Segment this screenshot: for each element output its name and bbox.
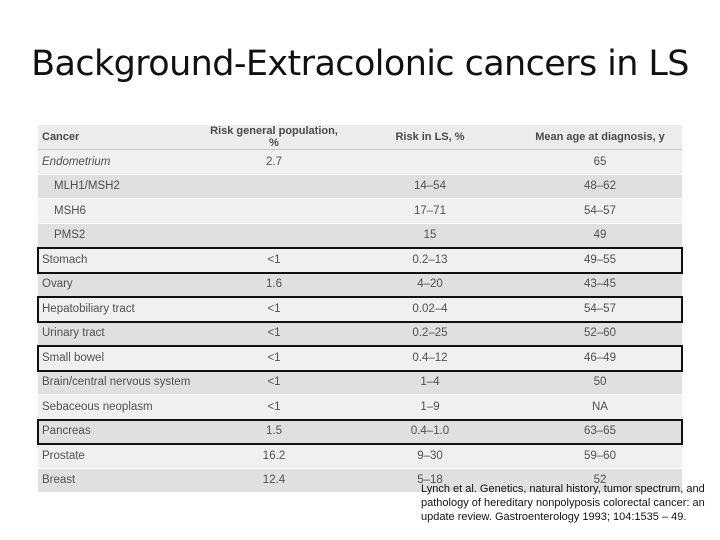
cell-risk-ls: 17–71: [414, 204, 446, 217]
cell-mean-age: 49: [593, 229, 607, 242]
cell-mean-age: 52: [593, 474, 607, 487]
cell-mean-age: 49–55: [584, 253, 616, 266]
table-row: Small bowel <1 0.4–12 46–49: [37, 345, 683, 372]
cell-cancer: Prostate: [42, 449, 85, 462]
table-row: PMS2 15 49: [38, 223, 682, 248]
cell-risk-ls: 1–9: [420, 400, 440, 413]
cell-cancer: MLH1/MSH2: [54, 180, 120, 193]
citation: Lynch et al. Genetics, natural history, …: [421, 483, 705, 523]
cell-risk-general: <1: [267, 253, 281, 266]
table-header: Cancer Risk general population, % Risk i…: [38, 125, 682, 150]
header-risk-general: Risk general population, %: [210, 125, 338, 149]
table-row: Sebaceous neoplasm <1 1–9 NA: [38, 395, 682, 420]
table-row: Breast 12.4 5–18 52: [38, 468, 682, 493]
cell-mean-age: 48–62: [584, 180, 616, 193]
cell-risk-general: 1.5: [266, 425, 282, 438]
cell-mean-age: 54–57: [584, 302, 616, 315]
cell-risk-ls: 0.4–1.0: [410, 425, 450, 438]
cell-mean-age: 43–45: [584, 278, 616, 291]
cell-risk-ls: 15: [423, 229, 437, 242]
cell-cancer: Stomach: [42, 253, 88, 266]
cell-risk-ls: 1–4: [420, 376, 440, 389]
cancer-risk-table: Cancer Risk general population, % Risk i…: [37, 125, 683, 493]
cell-risk-general: <1: [267, 400, 281, 413]
table-row: Ovary 1.6 4–20 43–45: [38, 272, 682, 297]
table-body: Endometrium 2.7 65 MLH1/MSH2 14–54 48–62 MSH6 1…: [37, 150, 683, 493]
cell-mean-age: 54–57: [584, 204, 616, 217]
cell-risk-ls: 14–54: [414, 180, 446, 193]
header-cancer: Cancer: [42, 131, 80, 143]
cell-risk-ls: 0.2–25: [412, 327, 448, 340]
cell-risk-ls: 0.02–4: [412, 302, 448, 315]
cell-cancer: Brain/central nervous system: [42, 376, 191, 389]
cell-risk-ls: 0.2–13: [412, 253, 448, 266]
cell-risk-ls: 5–18: [417, 474, 443, 487]
cell-cancer: Sebaceous neoplasm: [42, 400, 153, 413]
table-row: Brain/central nervous system <1 1–4 50: [38, 370, 682, 395]
table-row: MSH6 17–71 54–57: [38, 199, 682, 224]
cell-risk-general: <1: [267, 376, 281, 389]
header-mean-age: Mean age at diagnosis, y: [535, 131, 665, 143]
table-row: Endometrium 2.7 65: [38, 150, 682, 175]
cell-cancer: Endometrium: [42, 155, 111, 168]
cell-mean-age: NA: [592, 400, 608, 413]
cell-mean-age: 52–60: [584, 327, 616, 340]
table-row: MLH1/MSH2 14–54 48–62: [38, 174, 682, 199]
table-row: Urinary tract <1 0.2–25 52–60: [38, 321, 682, 346]
cell-risk-ls: 0.4–12: [412, 351, 448, 364]
cell-mean-age: 63–65: [584, 425, 616, 438]
table-row: Prostate 16.2 9–30 59–60: [38, 444, 682, 469]
cell-risk-ls: 9–30: [417, 449, 443, 462]
cell-cancer: Urinary tract: [42, 327, 105, 340]
cell-cancer: Ovary: [42, 278, 73, 291]
cell-cancer: Small bowel: [42, 351, 104, 364]
table-row: Hepatobiliary tract <1 0.02–4 54–57: [37, 296, 683, 323]
cell-mean-age: 65: [593, 155, 607, 168]
cell-cancer: Hepatobiliary tract: [42, 302, 135, 315]
cell-mean-age: 50: [593, 376, 607, 389]
cell-risk-general: 12.4: [262, 474, 286, 487]
cell-risk-general: 2.7: [266, 155, 282, 168]
cell-mean-age: 59–60: [584, 449, 616, 462]
header-risk-ls: Risk in LS, %: [395, 131, 465, 143]
cell-risk-general: <1: [267, 351, 281, 364]
cell-mean-age: 46–49: [584, 351, 616, 364]
cell-cancer: Pancreas: [42, 425, 91, 438]
cell-risk-general: 16.2: [262, 449, 286, 462]
slide-title: Background-Extracolonic cancers in LS: [31, 44, 689, 84]
cell-risk-ls: 4–20: [417, 278, 443, 291]
cell-cancer: MSH6: [54, 204, 86, 217]
cell-risk-general: 1.6: [266, 278, 282, 291]
table-row: Pancreas 1.5 0.4–1.0 63–65: [37, 418, 683, 445]
cell-risk-general: <1: [267, 302, 281, 315]
cell-cancer: Breast: [42, 474, 76, 487]
cell-cancer: PMS2: [54, 229, 86, 242]
cell-risk-general: <1: [267, 327, 281, 340]
table-row: Stomach <1 0.2–13 49–55: [37, 247, 683, 274]
